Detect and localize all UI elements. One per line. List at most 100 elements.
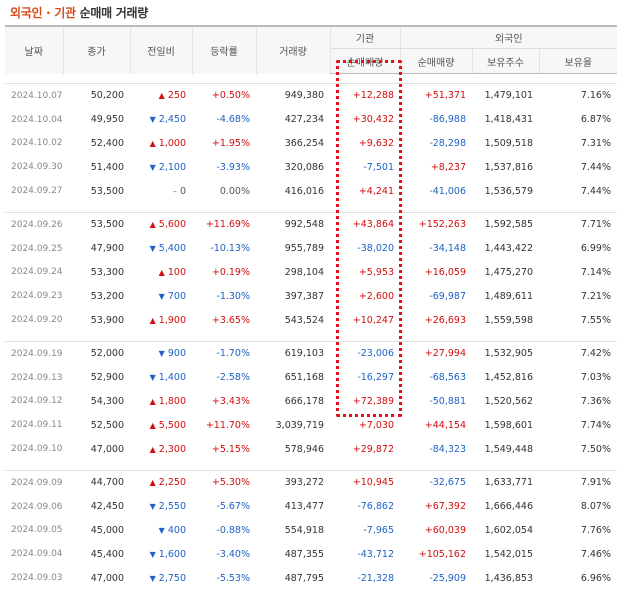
change-value: 1,900 bbox=[158, 314, 186, 326]
close-price-cell: 47,900 bbox=[90, 243, 124, 255]
foreign-ratio-cell: 7.44% bbox=[580, 161, 612, 173]
date-cell: 2024.09.13 bbox=[11, 372, 63, 383]
institution-net-cell: +7,030 bbox=[358, 419, 394, 431]
close-price-cell: 47,000 bbox=[90, 572, 124, 584]
volume-cell: 554,918 bbox=[284, 524, 324, 536]
institution-net-cell: +5,953 bbox=[358, 266, 394, 278]
table-row: 2024.10.02 52,400 ▲ 1,000 +1.95% 366,254 +9,6… bbox=[5, 132, 617, 156]
change-value: 400 bbox=[167, 524, 186, 536]
institution-net-cell: +30,432 bbox=[352, 114, 394, 126]
foreign-net-cell: +105,162 bbox=[418, 548, 466, 560]
foreign-ratio-cell: 7.21% bbox=[580, 290, 612, 302]
rate-cell: -0.88% bbox=[216, 524, 250, 536]
down-triangle-icon: ▼ bbox=[149, 573, 156, 583]
foreign-net-cell: +16,059 bbox=[424, 266, 466, 278]
table-row: 2024.09.05 45,000 ▼ 400 -0.88% 554,918 -7,965… bbox=[5, 519, 617, 543]
institution-net-cell: +12,288 bbox=[352, 90, 394, 102]
institution-net-cell: -16,297 bbox=[357, 372, 394, 384]
foreign-ratio-cell: 7.50% bbox=[580, 443, 612, 455]
down-triangle-icon: ▼ bbox=[158, 291, 165, 301]
foreign-hold-cell: 1,633,771 bbox=[484, 477, 533, 489]
down-triangle-icon: ▼ bbox=[149, 549, 156, 559]
foreign-net-cell: -25,909 bbox=[429, 572, 466, 584]
foreign-ratio-cell: 7.74% bbox=[580, 419, 612, 431]
header-foreign-net: 순매매량 bbox=[399, 48, 472, 74]
rate-cell: -3.93% bbox=[216, 161, 250, 173]
table-row: 2024.09.03 47,000 ▼ 2,750 -5.53% 487,795 -21,… bbox=[5, 566, 617, 590]
foreign-ratio-cell: 7.76% bbox=[580, 524, 612, 536]
volume-cell: 416,016 bbox=[284, 185, 324, 197]
change-cell: ▼ 2,550 bbox=[130, 495, 192, 519]
group-separator bbox=[5, 73, 618, 84]
close-price-cell: 52,500 bbox=[90, 419, 124, 431]
change-cell: ▲ 2,250 bbox=[130, 470, 192, 494]
volume-cell: 427,234 bbox=[284, 114, 324, 126]
institution-net-cell: +10,945 bbox=[352, 477, 394, 489]
change-cell: ▼ 5,400 bbox=[130, 237, 192, 261]
volume-cell: 619,103 bbox=[284, 348, 324, 360]
date-cell: 2024.09.19 bbox=[11, 348, 63, 359]
foreign-hold-cell: 1,559,598 bbox=[484, 314, 533, 326]
date-cell: 2024.09.05 bbox=[11, 525, 63, 536]
down-triangle-icon: ▼ bbox=[149, 502, 156, 512]
down-triangle-icon: ▼ bbox=[149, 115, 156, 125]
institution-net-cell: +72,389 bbox=[352, 395, 394, 407]
institution-net-cell: -43,712 bbox=[357, 548, 394, 560]
close-price-cell: 49,950 bbox=[90, 114, 124, 126]
rate-cell: +5.30% bbox=[211, 477, 250, 489]
foreign-net-cell: +67,392 bbox=[424, 501, 466, 513]
change-value: 2,450 bbox=[158, 114, 186, 126]
change-value: 700 bbox=[167, 290, 186, 302]
rate-cell: +3.65% bbox=[211, 314, 250, 326]
foreign-hold-cell: 1,536,579 bbox=[484, 185, 533, 197]
institution-net-cell: +4,241 bbox=[358, 185, 394, 197]
foreign-hold-cell: 1,489,611 bbox=[484, 290, 533, 302]
up-triangle-icon: ▲ bbox=[149, 444, 156, 454]
close-price-cell: 54,300 bbox=[90, 395, 124, 407]
up-triangle-icon: ▲ bbox=[149, 396, 156, 406]
date-cell: 2024.09.06 bbox=[11, 501, 63, 512]
date-cell: 2024.09.03 bbox=[11, 573, 63, 584]
close-price-cell: 42,450 bbox=[90, 501, 124, 513]
date-cell: 2024.10.02 bbox=[11, 138, 63, 149]
rate-cell: +3.43% bbox=[211, 395, 250, 407]
header-volume: 거래량 bbox=[255, 25, 330, 74]
foreign-hold-cell: 1,452,816 bbox=[484, 372, 533, 384]
date-cell: 2024.09.27 bbox=[11, 186, 63, 197]
header-institution: 기관 bbox=[329, 25, 400, 49]
foreign-ratio-cell: 6.99% bbox=[580, 243, 612, 255]
institution-net-cell: -7,501 bbox=[363, 161, 394, 173]
close-price-cell: 52,900 bbox=[90, 372, 124, 384]
change-value: 5,500 bbox=[158, 419, 186, 431]
foreign-ratio-cell: 7.36% bbox=[580, 395, 612, 407]
title-net-volume: 순매매 거래량 bbox=[79, 6, 149, 20]
close-price-cell: 50,200 bbox=[90, 90, 124, 102]
foreign-ratio-cell: 7.16% bbox=[580, 90, 612, 102]
foreign-hold-cell: 1,602,054 bbox=[484, 524, 533, 536]
foreign-hold-cell: 1,532,905 bbox=[484, 348, 533, 360]
close-price-cell: 47,000 bbox=[90, 443, 124, 455]
net-trading-table: 날짜 종가 전일비 등락률 거래량 기관 외국인 순매매량 순매매량 보유주수 … bbox=[5, 25, 618, 590]
rate-cell: +0.19% bbox=[211, 266, 250, 278]
close-price-cell: 52,000 bbox=[90, 348, 124, 360]
rate-cell: +5.15% bbox=[211, 443, 250, 455]
volume-cell: 578,946 bbox=[284, 443, 324, 455]
change-value: 0 bbox=[179, 185, 186, 197]
header-foreign-hold: 보유주수 bbox=[471, 48, 539, 74]
foreign-ratio-cell: 6.96% bbox=[580, 572, 612, 584]
rate-cell: +11.69% bbox=[205, 219, 250, 231]
table-row: 2024.09.19 52,000 ▼ 900 -1.70% 619,103 -23,00… bbox=[5, 341, 617, 365]
institution-net-cell: -23,006 bbox=[357, 348, 394, 360]
change-value: 2,300 bbox=[158, 443, 186, 455]
institution-net-cell: +9,632 bbox=[358, 137, 394, 149]
foreign-net-cell: +152,263 bbox=[418, 219, 466, 231]
date-cell: 2024.10.07 bbox=[11, 90, 63, 101]
change-cell: ▼ 900 bbox=[130, 341, 192, 365]
foreign-ratio-cell: 7.91% bbox=[580, 477, 612, 489]
foreign-hold-cell: 1,509,518 bbox=[484, 137, 533, 149]
change-cell: ▲ 1,800 bbox=[130, 390, 192, 414]
institution-net-cell: -38,020 bbox=[357, 243, 394, 255]
change-cell: ▼ 400 bbox=[130, 519, 192, 543]
change-cell: ▼ 2,450 bbox=[130, 108, 192, 132]
close-price-cell: 53,900 bbox=[90, 314, 124, 326]
